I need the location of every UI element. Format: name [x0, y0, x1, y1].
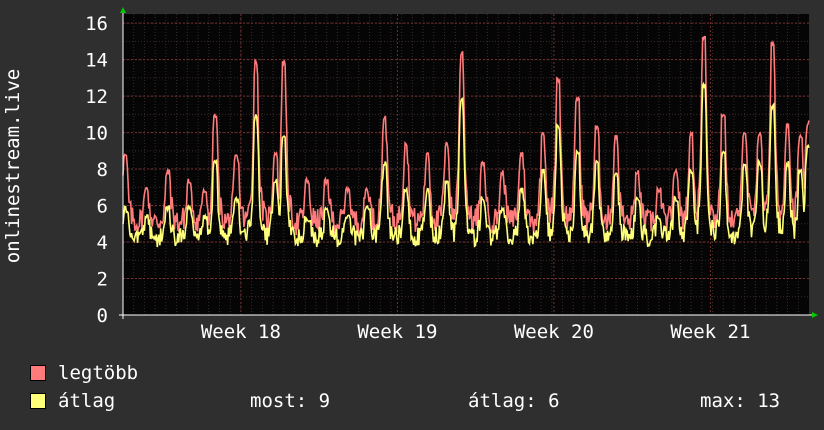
y-tick-label: 8: [97, 159, 108, 181]
stat-avg-label: átlag:: [468, 390, 537, 412]
y-tick-label: 14: [85, 50, 108, 72]
y-tick-label: 2: [97, 269, 108, 291]
y-tick-label: 0: [97, 305, 108, 327]
legend-row-max: legtöbb: [30, 362, 810, 384]
x-tick-label: Week 18: [201, 321, 281, 343]
legend-label-max: legtöbb: [58, 362, 139, 384]
stat-max: max: 13: [700, 390, 780, 412]
y-axis-label: onlinestream.live: [2, 69, 24, 263]
y-axis-arrow-icon: [120, 7, 126, 13]
x-tick-label: Week 19: [357, 321, 437, 343]
y-tick-label: 16: [85, 13, 108, 35]
legend-swatch-avg: [30, 393, 46, 409]
y-axis: 0 2 4 6 8 10 12 14 16: [85, 13, 108, 327]
y-tick-label: 6: [97, 196, 108, 218]
x-axis: Week 18 Week 19 Week 20 Week 21: [201, 321, 751, 343]
series-lines: [122, 35, 810, 248]
x-axis-arrow-icon: [812, 312, 818, 318]
x-tick-label: Week 21: [670, 321, 750, 343]
stat-now: most: 9: [250, 390, 330, 412]
stat-avg: átlag: 6: [468, 390, 560, 412]
y-tick-label: 12: [85, 86, 108, 108]
legend-label-avg: átlag: [58, 390, 116, 412]
stat-avg-value: 6: [548, 390, 560, 412]
stat-max-value: 13: [757, 390, 781, 412]
x-tick-label: Week 20: [514, 321, 594, 343]
series-line-avg: [122, 81, 810, 248]
series-line-max: [122, 35, 810, 236]
legend-swatch-max: [30, 365, 46, 381]
stat-now-value: 9: [318, 390, 331, 412]
stat-now-label: most:: [250, 390, 308, 412]
y-tick-label: 4: [97, 232, 108, 254]
legend-row-avg: átlag most: 9 átlag: 6 max: 13: [30, 390, 810, 412]
stat-max-label: max:: [700, 390, 746, 412]
y-tick-label: 10: [85, 123, 108, 145]
